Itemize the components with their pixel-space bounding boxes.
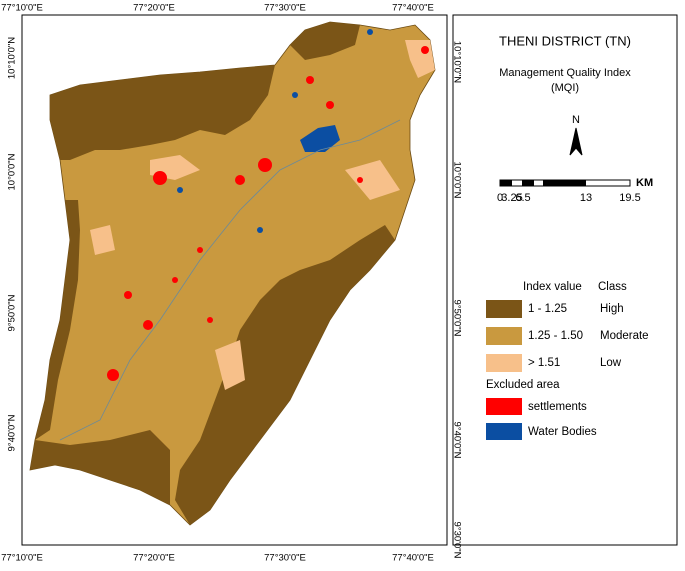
longitude-label: 77°10'0"E	[1, 3, 43, 14]
scale-segment	[500, 180, 512, 186]
excluded-title: Excluded area	[486, 379, 560, 391]
latitude-label: 9°40'0"N	[7, 414, 18, 451]
scale-segment	[543, 180, 586, 186]
legend-frame	[452, 14, 678, 546]
legend-header: Class	[598, 281, 627, 293]
scale-label: 6.5	[515, 192, 530, 204]
settlement	[326, 101, 334, 109]
scale-label: 13	[580, 192, 592, 204]
latitude-label: 9°30'0"N	[451, 522, 462, 559]
longitude-label: 77°20'0"E	[133, 553, 175, 564]
legend-value: > 1.51	[528, 357, 560, 369]
high-north	[50, 65, 275, 160]
water-body	[292, 92, 298, 98]
legend-class: Low	[600, 357, 622, 369]
latitude-label: 9°50'0"N	[451, 300, 462, 337]
excluded-label: settlements	[528, 401, 587, 413]
scale-bar	[499, 179, 631, 187]
settlement	[143, 320, 153, 330]
settlement	[207, 317, 213, 323]
map-title: THENI DISTRICT (TN)	[499, 33, 631, 48]
water-body	[300, 125, 340, 152]
settlement	[153, 171, 167, 185]
high-south	[30, 430, 170, 505]
low-patch	[215, 340, 245, 390]
excluded-label: Water Bodies	[528, 426, 597, 438]
latitude-label: 10°0'0"N	[7, 153, 18, 190]
legend-swatch	[486, 398, 522, 415]
low-patch	[345, 160, 400, 200]
water-body	[257, 227, 263, 233]
latitude-label: 9°50'0"N	[7, 294, 18, 331]
north-arrow	[569, 127, 583, 156]
scale-segment	[522, 180, 534, 186]
latitude-label: 9°40'0"N	[451, 422, 462, 459]
settlement	[357, 177, 363, 183]
high-southeast	[175, 225, 395, 525]
longitude-label: 77°10'0"E	[1, 553, 43, 564]
settlement	[107, 369, 119, 381]
settlement	[306, 76, 314, 84]
legend-class: Moderate	[600, 330, 649, 342]
high-northeast	[290, 22, 360, 60]
water-body	[367, 29, 373, 35]
legend-class: High	[600, 303, 624, 315]
district-map	[29, 21, 436, 526]
settlement	[258, 158, 272, 172]
legend-swatch	[486, 354, 522, 372]
settlement	[421, 46, 429, 54]
longitude-label: 77°30'0"E	[264, 553, 306, 564]
scale-label: 3.25	[501, 192, 522, 204]
legend-swatch	[486, 423, 522, 440]
legend-header: Index value	[523, 281, 582, 293]
legend-value: 1 - 1.25	[528, 303, 567, 315]
high-west	[35, 200, 80, 440]
legend-swatch	[486, 300, 522, 318]
latitude-label: 10°0'0"N	[451, 162, 462, 199]
latitude-label: 10°10'0"N	[7, 37, 18, 79]
longitude-label: 77°30'0"E	[264, 3, 306, 14]
north-label: N	[572, 114, 580, 126]
low-patch	[90, 225, 115, 255]
map-subtitle: (MQI)	[551, 82, 579, 94]
settlement	[197, 247, 203, 253]
longitude-label: 77°40'0"E	[392, 553, 434, 564]
settlement	[172, 277, 178, 283]
river	[59, 119, 401, 441]
water-body	[177, 187, 183, 193]
longitude-label: 77°20'0"E	[133, 3, 175, 14]
scale-unit: KM	[636, 177, 653, 189]
settlement	[124, 291, 132, 299]
latitude-label: 10°10'0"N	[451, 41, 462, 83]
legend-value: 1.25 - 1.50	[528, 330, 583, 342]
settlement	[235, 175, 245, 185]
legend-swatch	[486, 327, 522, 345]
scale-label: 19.5	[619, 192, 640, 204]
longitude-label: 77°40'0"E	[392, 3, 434, 14]
scale-label: 0	[497, 192, 503, 204]
map-subtitle: Management Quality Index	[499, 67, 631, 79]
